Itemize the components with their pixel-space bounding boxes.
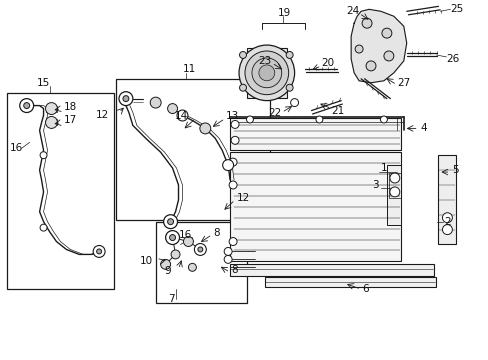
Circle shape xyxy=(229,158,237,166)
Bar xyxy=(264,277,435,287)
Circle shape xyxy=(188,264,196,271)
Text: 8: 8 xyxy=(231,265,237,275)
Circle shape xyxy=(389,187,399,197)
Bar xyxy=(388,173,400,198)
Text: 3: 3 xyxy=(371,180,378,190)
Circle shape xyxy=(290,99,298,107)
Text: 17: 17 xyxy=(63,116,77,126)
Circle shape xyxy=(97,249,102,254)
Circle shape xyxy=(171,250,180,259)
Circle shape xyxy=(167,219,173,225)
Text: 16: 16 xyxy=(10,143,23,153)
Circle shape xyxy=(169,235,175,240)
Text: 26: 26 xyxy=(446,54,459,64)
Circle shape xyxy=(224,247,232,255)
Text: 27: 27 xyxy=(396,78,409,88)
Circle shape xyxy=(229,238,237,246)
Bar xyxy=(438,155,455,244)
Circle shape xyxy=(222,159,233,171)
Text: 6: 6 xyxy=(361,284,368,294)
Circle shape xyxy=(258,65,274,81)
Circle shape xyxy=(244,51,288,95)
Circle shape xyxy=(198,247,203,252)
Bar xyxy=(230,118,400,150)
Circle shape xyxy=(381,28,391,38)
Text: 21: 21 xyxy=(331,105,344,116)
Text: 1: 1 xyxy=(380,163,387,173)
Circle shape xyxy=(24,103,30,109)
Text: 2: 2 xyxy=(444,217,450,227)
Circle shape xyxy=(239,51,246,58)
Circle shape xyxy=(366,61,375,71)
Bar xyxy=(386,165,400,225)
Circle shape xyxy=(200,123,210,134)
Bar xyxy=(116,79,269,220)
Circle shape xyxy=(40,224,47,231)
Bar xyxy=(45,105,57,112)
Text: 7: 7 xyxy=(168,294,175,304)
Circle shape xyxy=(224,255,232,264)
Circle shape xyxy=(315,116,322,123)
Bar xyxy=(7,93,114,289)
Text: 24: 24 xyxy=(345,6,358,16)
Text: 18: 18 xyxy=(63,102,77,112)
Circle shape xyxy=(194,243,206,255)
Circle shape xyxy=(246,116,253,123)
Text: 12: 12 xyxy=(237,193,250,203)
Text: 25: 25 xyxy=(449,4,463,14)
Text: 5: 5 xyxy=(451,165,458,175)
Text: 13: 13 xyxy=(225,112,239,121)
Circle shape xyxy=(183,237,193,247)
Circle shape xyxy=(119,92,133,105)
Circle shape xyxy=(285,51,292,58)
Circle shape xyxy=(389,173,399,183)
Text: 9: 9 xyxy=(163,266,170,276)
Bar xyxy=(45,120,57,125)
Bar xyxy=(246,48,286,98)
Circle shape xyxy=(45,117,57,129)
Text: 20: 20 xyxy=(321,58,334,68)
Circle shape xyxy=(383,51,393,61)
Text: 23: 23 xyxy=(258,56,271,66)
Circle shape xyxy=(167,104,177,113)
Text: 10: 10 xyxy=(139,256,152,266)
Circle shape xyxy=(231,136,239,144)
Circle shape xyxy=(45,103,57,114)
Circle shape xyxy=(251,58,281,88)
Text: 22: 22 xyxy=(268,108,281,117)
Circle shape xyxy=(354,45,362,53)
Bar xyxy=(155,222,246,303)
Circle shape xyxy=(442,225,451,235)
Circle shape xyxy=(150,97,161,108)
Polygon shape xyxy=(350,9,406,83)
Circle shape xyxy=(361,18,371,28)
Text: 12: 12 xyxy=(96,109,109,120)
Circle shape xyxy=(122,96,129,102)
Text: 16: 16 xyxy=(179,230,192,239)
Text: 11: 11 xyxy=(182,64,195,74)
Circle shape xyxy=(231,121,239,129)
Bar xyxy=(230,264,433,276)
Circle shape xyxy=(40,152,47,159)
Text: 8: 8 xyxy=(213,228,220,238)
Circle shape xyxy=(177,110,187,121)
Circle shape xyxy=(239,45,294,100)
Text: 4: 4 xyxy=(420,123,427,134)
Circle shape xyxy=(161,260,170,269)
Circle shape xyxy=(229,181,237,189)
Text: 19: 19 xyxy=(277,8,290,18)
Circle shape xyxy=(239,84,246,91)
Circle shape xyxy=(165,231,179,244)
Circle shape xyxy=(380,116,386,123)
Circle shape xyxy=(93,246,105,257)
Circle shape xyxy=(442,213,451,223)
Text: 14: 14 xyxy=(175,112,188,121)
Bar xyxy=(230,152,400,261)
Circle shape xyxy=(20,99,34,113)
Circle shape xyxy=(163,215,177,229)
Circle shape xyxy=(285,84,292,91)
Text: 15: 15 xyxy=(37,78,50,88)
